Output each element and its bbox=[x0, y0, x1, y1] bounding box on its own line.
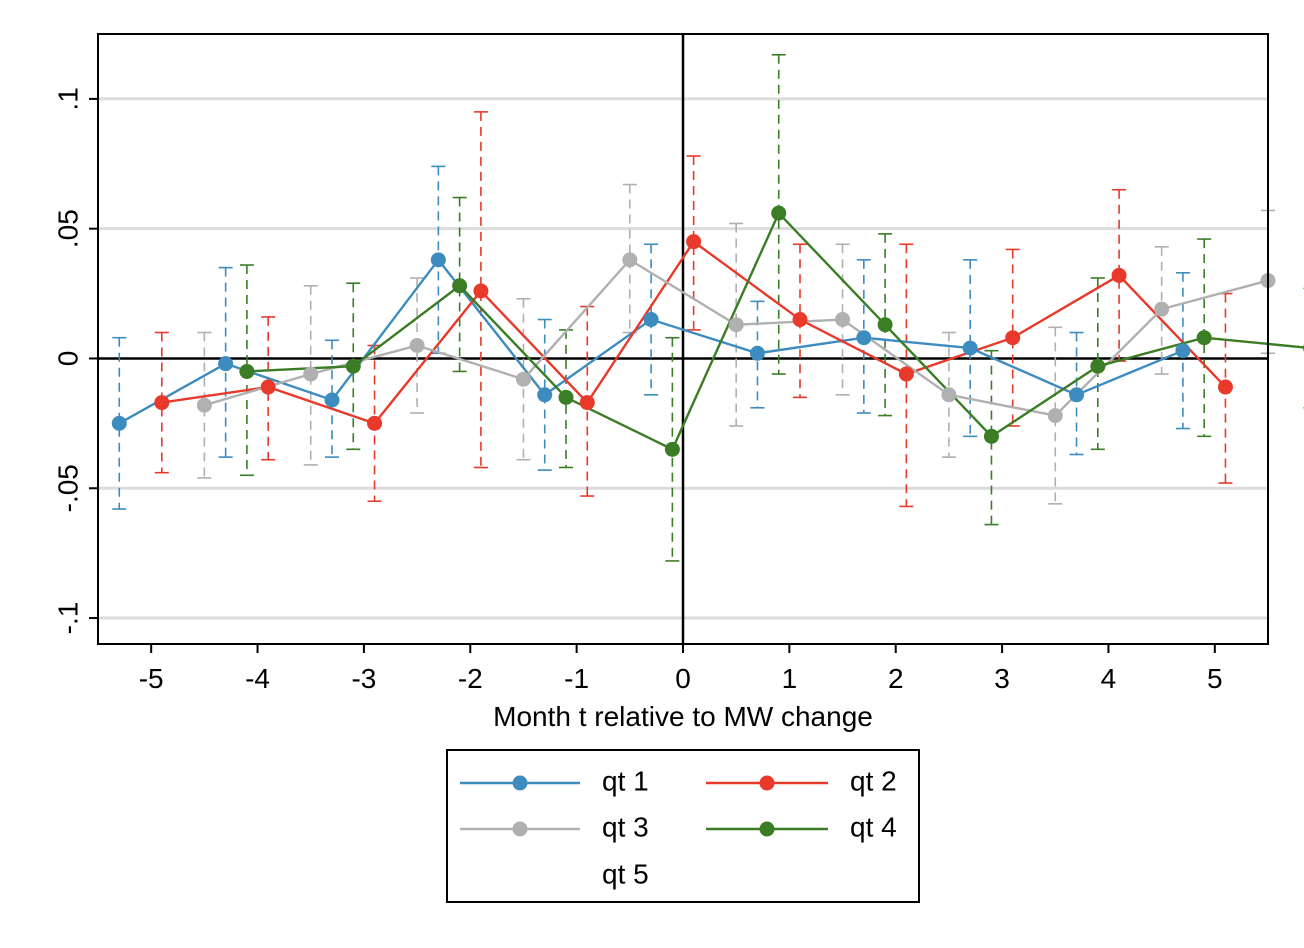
data-point-qt-1 bbox=[962, 340, 978, 356]
data-point-qt-4 bbox=[558, 389, 574, 405]
y-tick-label: .1 bbox=[52, 87, 83, 110]
x-axis-title: Month t relative to MW change bbox=[493, 701, 873, 732]
data-point-qt-2 bbox=[473, 283, 489, 299]
data-point-qt-3 bbox=[303, 366, 319, 382]
series-points bbox=[111, 205, 1304, 457]
data-point-qt-3 bbox=[835, 312, 851, 328]
data-point-qt-2 bbox=[260, 379, 276, 395]
data-point-qt-1 bbox=[324, 392, 340, 408]
data-point-qt-2 bbox=[1217, 379, 1233, 395]
data-point-qt-4 bbox=[1196, 330, 1212, 346]
data-point-qt-3 bbox=[409, 337, 425, 353]
data-point-qt-4 bbox=[771, 205, 787, 221]
reference-lines bbox=[98, 34, 1268, 644]
y-tick-label: .05 bbox=[52, 209, 83, 248]
legend-swatch-marker-qt-4 bbox=[759, 821, 775, 837]
data-point-qt-1 bbox=[856, 330, 872, 346]
data-point-qt-3 bbox=[1047, 408, 1063, 424]
data-point-qt-1 bbox=[218, 356, 234, 372]
data-point-qt-4 bbox=[664, 441, 680, 457]
legend-label-qt-2: qt 2 bbox=[850, 765, 897, 796]
y-tick-label: 0 bbox=[52, 351, 83, 367]
x-tick-label: 3 bbox=[994, 663, 1010, 694]
legend-label-qt-5: qt 5 bbox=[602, 858, 649, 889]
legend-label-qt-4: qt 4 bbox=[850, 811, 897, 842]
x-tick-label: -5 bbox=[139, 663, 164, 694]
x-tick-label: -1 bbox=[564, 663, 589, 694]
data-point-qt-2 bbox=[367, 415, 383, 431]
x-tick-label: 0 bbox=[675, 663, 691, 694]
data-point-qt-2 bbox=[792, 312, 808, 328]
legend-label-qt-1: qt 1 bbox=[602, 765, 649, 796]
data-point-qt-2 bbox=[898, 366, 914, 382]
data-point-qt-4 bbox=[345, 358, 361, 374]
data-point-qt-1 bbox=[537, 387, 553, 403]
data-point-qt-3 bbox=[515, 371, 531, 387]
data-point-qt-1 bbox=[430, 252, 446, 268]
legend-swatch-marker-qt-1 bbox=[512, 775, 528, 791]
legend-swatch-marker-qt-3 bbox=[512, 821, 528, 837]
data-point-qt-1 bbox=[111, 415, 127, 431]
data-point-qt-1 bbox=[1175, 343, 1191, 359]
data-point-qt-4 bbox=[983, 428, 999, 444]
x-tick-label: 1 bbox=[782, 663, 798, 694]
legend: qt 1 qt 2 qt 3 qt 4 qt 5 bbox=[446, 749, 920, 903]
data-point-qt-3 bbox=[1154, 301, 1170, 317]
data-point-qt-4 bbox=[452, 278, 468, 294]
x-tick-label: -2 bbox=[458, 663, 483, 694]
legend-label-qt-3: qt 3 bbox=[602, 811, 649, 842]
data-point-qt-4 bbox=[1090, 358, 1106, 374]
data-point-qt-2 bbox=[154, 395, 170, 411]
data-point-qt-3 bbox=[622, 252, 638, 268]
x-tick-label: 4 bbox=[1101, 663, 1117, 694]
legend-swatch-marker-qt-2 bbox=[759, 775, 775, 791]
data-point-qt-4 bbox=[877, 317, 893, 333]
data-point-qt-2 bbox=[686, 234, 702, 250]
x-tick-label: 2 bbox=[888, 663, 904, 694]
data-point-qt-1 bbox=[749, 345, 765, 361]
data-point-qt-3 bbox=[728, 317, 744, 333]
data-point-qt-3 bbox=[196, 397, 212, 413]
data-point-qt-1 bbox=[643, 312, 659, 328]
x-tick-label: -3 bbox=[351, 663, 376, 694]
x-tick-label: 5 bbox=[1207, 663, 1223, 694]
y-axis: -.1 -.05 0 .05 .1 bbox=[52, 87, 98, 634]
x-tick-label: -4 bbox=[245, 663, 270, 694]
x-axis: -5 -4 -3 -2 -1 0 1 2 3 4 5 bbox=[139, 644, 1223, 694]
data-point-qt-2 bbox=[1111, 267, 1127, 283]
y-tick-label: -.1 bbox=[52, 602, 83, 635]
data-point-qt-2 bbox=[579, 395, 595, 411]
data-point-qt-4 bbox=[239, 363, 255, 379]
data-point-qt-2 bbox=[1005, 330, 1021, 346]
y-tick-label: -.05 bbox=[52, 464, 83, 512]
data-point-qt-1 bbox=[1069, 387, 1085, 403]
data-point-qt-3 bbox=[941, 387, 957, 403]
